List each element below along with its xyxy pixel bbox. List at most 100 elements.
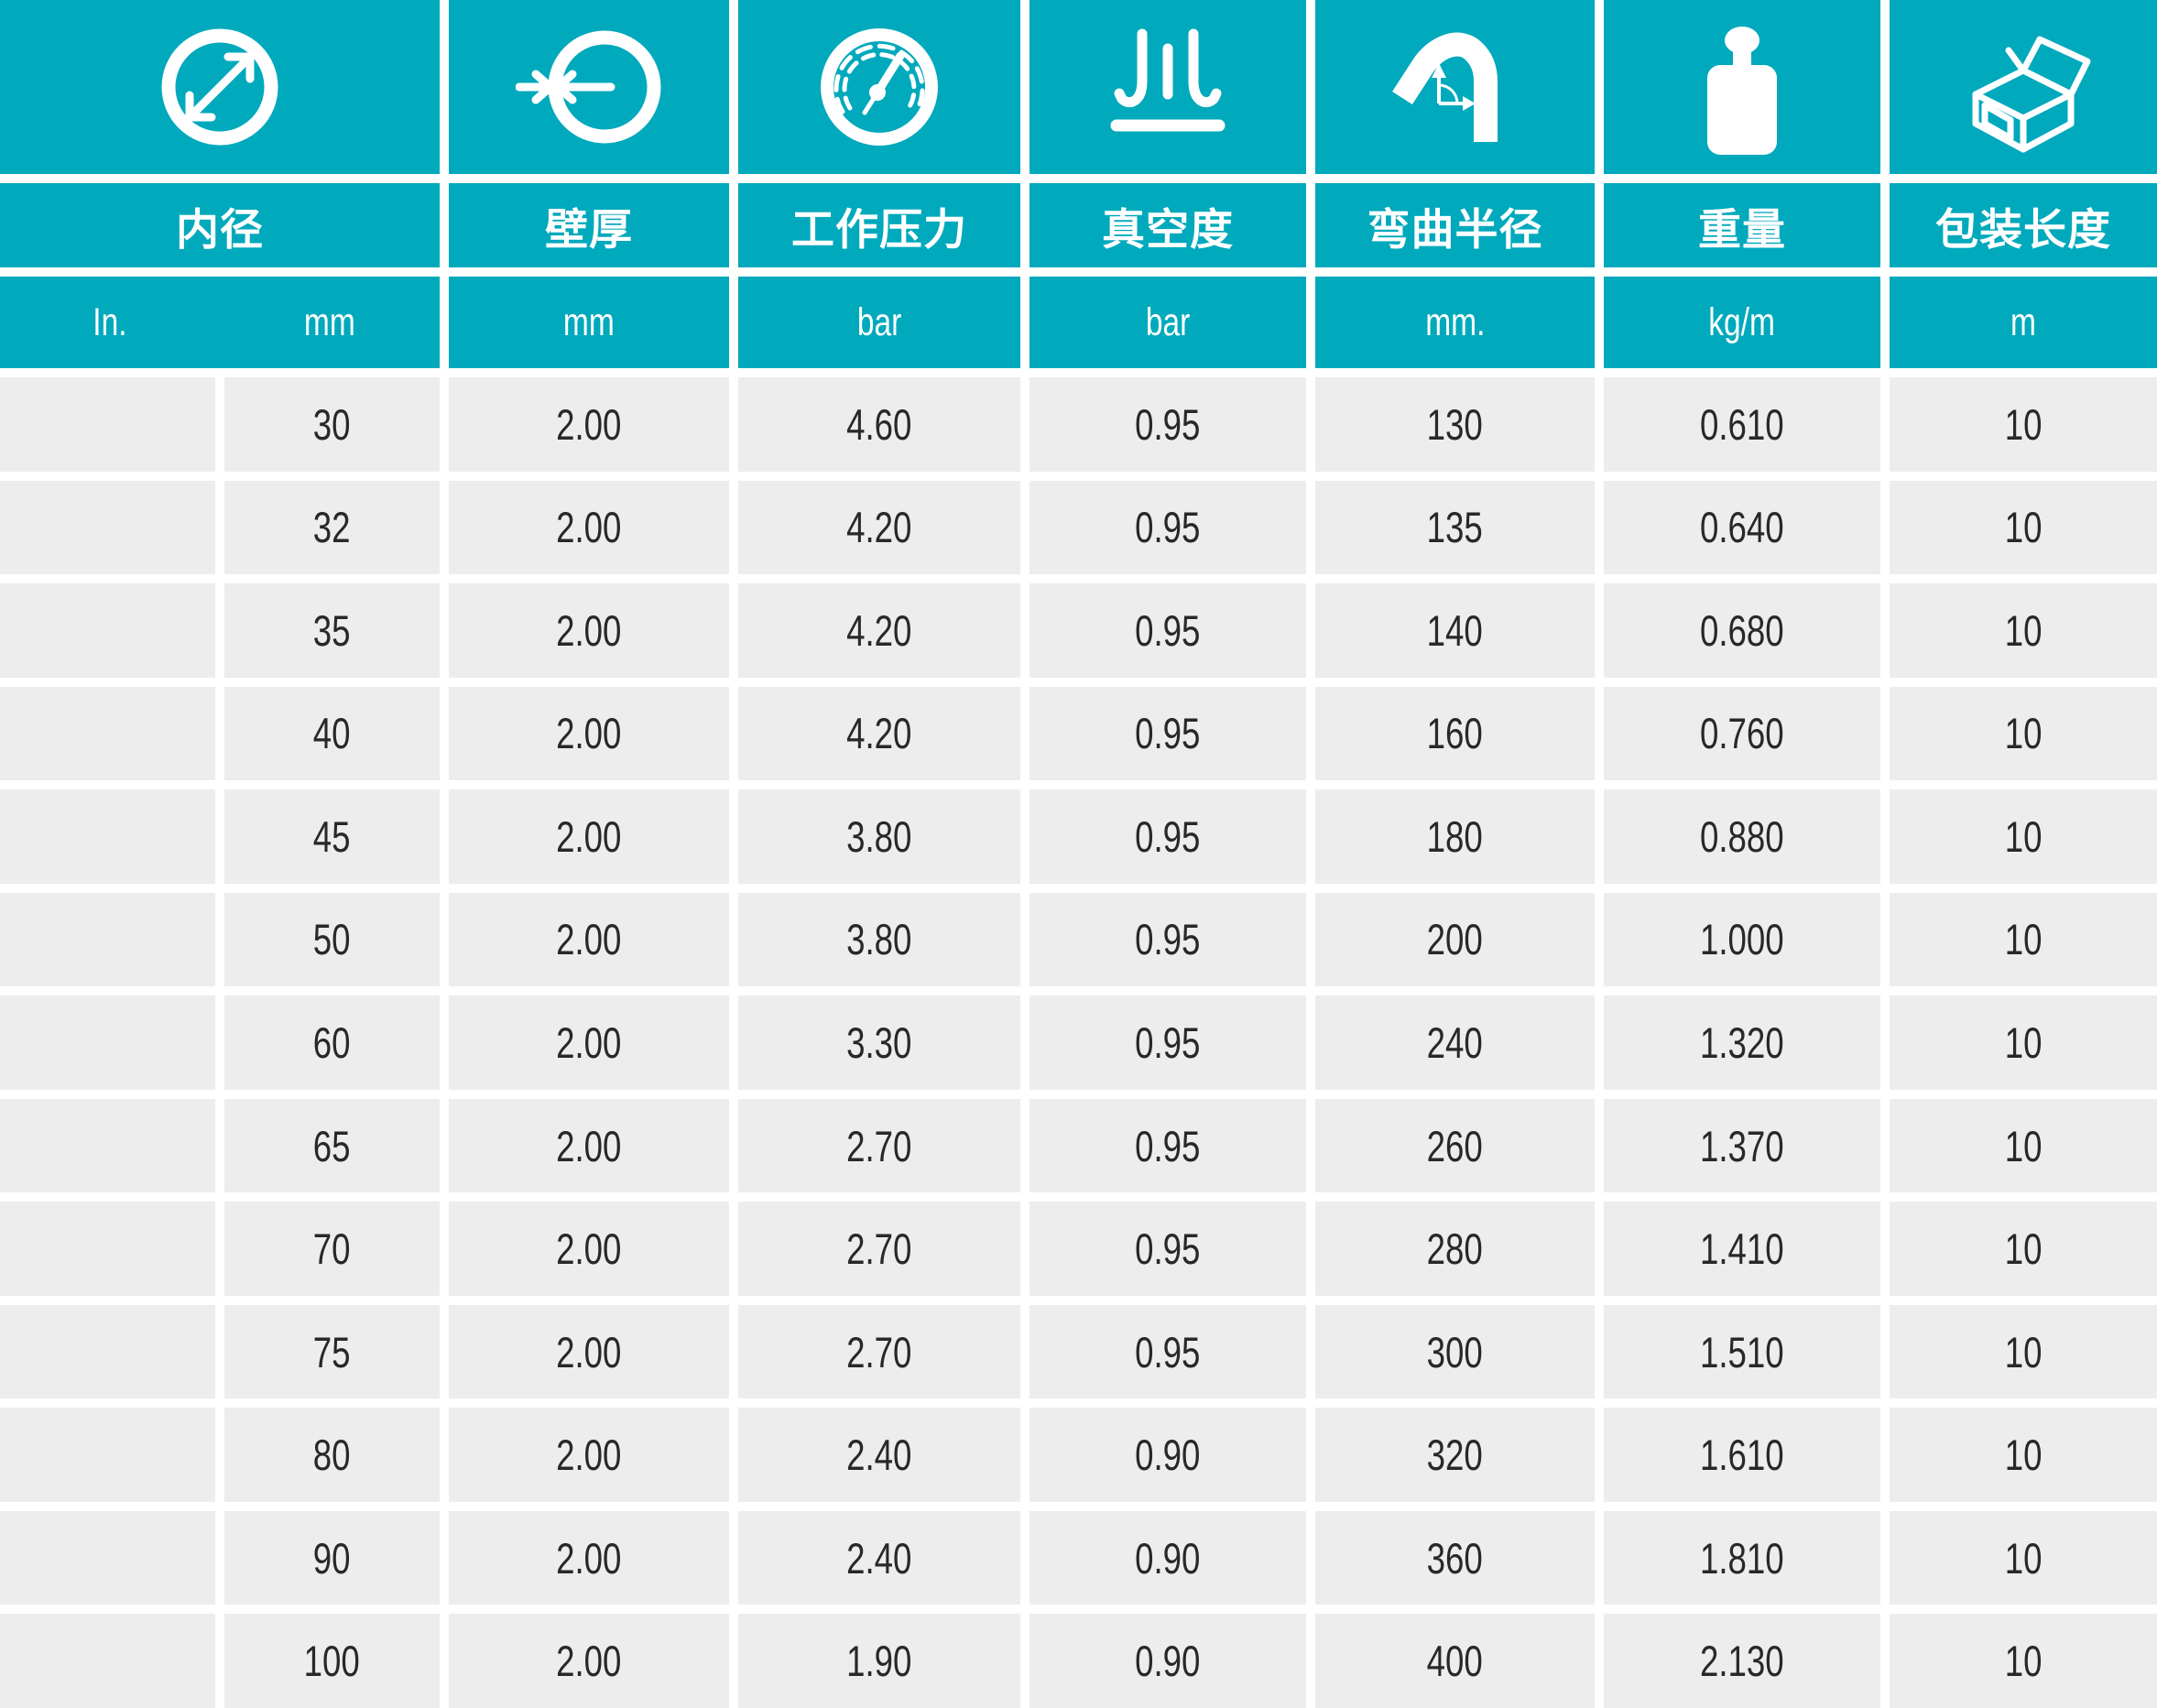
cell-working-pressure: 4.60 — [738, 377, 1020, 472]
cell-bend-radius: 400 — [1315, 1614, 1595, 1708]
cell-vacuum-degree: 0.95 — [1029, 789, 1306, 884]
column-label-bend-radius: 弯曲半径 — [1315, 183, 1595, 267]
column-label-weight: 重量 — [1604, 183, 1880, 267]
column-label-text: 真空度 — [1102, 204, 1234, 254]
cell-inner-diameter-mm: 32 — [224, 480, 440, 575]
cell-vacuum-degree: 0.95 — [1029, 686, 1306, 781]
column-label-packing-length: 包装长度 — [1890, 183, 2157, 267]
cell-inner-diameter-mm: 35 — [224, 583, 440, 678]
cell-bend-radius: 130 — [1315, 377, 1595, 472]
cell-packing-length: 10 — [1890, 1304, 2157, 1399]
weight-icon — [1707, 27, 1777, 155]
cell-working-pressure: 3.80 — [738, 892, 1020, 987]
cell-inner-diameter-mm: 90 — [224, 1510, 440, 1605]
cell-wall-thickness: 2.00 — [449, 480, 729, 575]
cell-vacuum-degree: 0.95 — [1029, 377, 1306, 472]
cell-inner-diameter-in — [0, 1304, 215, 1399]
cell-bend-radius: 260 — [1315, 1098, 1595, 1193]
cell-bend-radius: 240 — [1315, 995, 1595, 1090]
cell-bend-radius: 320 — [1315, 1408, 1595, 1502]
cell-packing-length: 10 — [1890, 686, 2157, 781]
cell-inner-diameter-in — [0, 583, 215, 678]
cell-packing-length: 10 — [1890, 583, 2157, 678]
cell-packing-length: 10 — [1890, 1202, 2157, 1296]
pressure-gauge-icon — [821, 28, 938, 146]
cell-vacuum-degree: 0.95 — [1029, 1304, 1306, 1399]
cell-weight: 1.320 — [1604, 995, 1880, 1090]
cell-inner-diameter-in — [0, 995, 215, 1090]
cell-bend-radius: 135 — [1315, 480, 1595, 575]
cell-packing-length: 10 — [1890, 377, 2157, 472]
cell-wall-thickness: 2.00 — [449, 377, 729, 472]
cell-bend-radius: 360 — [1315, 1510, 1595, 1605]
cell-wall-thickness: 2.00 — [449, 1098, 729, 1193]
cell-vacuum-degree: 0.90 — [1029, 1510, 1306, 1605]
column-icon-cell-weight — [1604, 0, 1880, 174]
column-label-text: 内径 — [176, 204, 264, 254]
cell-wall-thickness: 2.00 — [449, 1202, 729, 1296]
cell-working-pressure: 1.90 — [738, 1614, 1020, 1708]
cell-weight: 1.810 — [1604, 1510, 1880, 1605]
cell-packing-length: 10 — [1890, 1408, 2157, 1502]
column-icon-cell-bend-radius — [1315, 0, 1595, 174]
column-icon-cell-packing-length — [1890, 0, 2157, 174]
column-unit-inner-diameter: In. mm — [0, 277, 440, 368]
cell-working-pressure: 3.30 — [738, 995, 1020, 1090]
column-icon-cell-vacuum-degree — [1029, 0, 1306, 174]
unit-mm: mm — [304, 299, 355, 344]
cell-weight: 1.410 — [1604, 1202, 1880, 1296]
cell-working-pressure: 2.40 — [738, 1408, 1020, 1502]
cell-weight: 2.130 — [1604, 1614, 1880, 1708]
cell-wall-thickness: 2.00 — [449, 892, 729, 987]
cell-weight: 1.370 — [1604, 1098, 1880, 1193]
cell-inner-diameter-in — [0, 377, 215, 472]
column-label-text: 弯曲半径 — [1367, 204, 1543, 254]
cell-inner-diameter-in — [0, 1510, 215, 1605]
cell-weight: 0.680 — [1604, 583, 1880, 678]
cell-bend-radius: 160 — [1315, 686, 1595, 781]
column-unit-weight: kg/m — [1604, 277, 1880, 368]
cell-working-pressure: 2.40 — [738, 1510, 1020, 1605]
column-label-text: 壁厚 — [545, 204, 633, 254]
column-unit-working-pressure: bar — [738, 277, 1020, 368]
cell-inner-diameter-mm: 50 — [224, 892, 440, 987]
cell-bend-radius: 200 — [1315, 892, 1595, 987]
cell-wall-thickness: 2.00 — [449, 1614, 729, 1708]
cell-inner-diameter-mm: 70 — [224, 1202, 440, 1296]
unit-inches: In. — [93, 299, 127, 344]
cell-working-pressure: 4.20 — [738, 480, 1020, 575]
cell-wall-thickness: 2.00 — [449, 686, 729, 781]
column-label-wall-thickness: 壁厚 — [449, 183, 729, 267]
cell-working-pressure: 4.20 — [738, 583, 1020, 678]
cell-inner-diameter-mm: 75 — [224, 1304, 440, 1399]
cell-vacuum-degree: 0.95 — [1029, 1098, 1306, 1193]
cell-wall-thickness: 2.00 — [449, 1510, 729, 1605]
cell-inner-diameter-mm: 100 — [224, 1614, 440, 1708]
cell-vacuum-degree: 0.95 — [1029, 892, 1306, 987]
cell-packing-length: 10 — [1890, 1510, 2157, 1605]
cell-bend-radius: 280 — [1315, 1202, 1595, 1296]
cell-vacuum-degree: 0.90 — [1029, 1614, 1306, 1708]
cell-vacuum-degree: 0.95 — [1029, 995, 1306, 1090]
cell-bend-radius: 140 — [1315, 583, 1595, 678]
cell-vacuum-degree: 0.95 — [1029, 480, 1306, 575]
cell-packing-length: 10 — [1890, 892, 2157, 987]
cell-bend-radius: 180 — [1315, 789, 1595, 884]
column-label-text: 工作压力 — [791, 204, 967, 254]
cell-working-pressure: 2.70 — [738, 1098, 1020, 1193]
cell-working-pressure: 3.80 — [738, 789, 1020, 884]
cell-vacuum-degree: 0.95 — [1029, 583, 1306, 678]
cell-inner-diameter-in — [0, 1098, 215, 1193]
cell-inner-diameter-in — [0, 686, 215, 781]
cell-wall-thickness: 2.00 — [449, 789, 729, 884]
cell-wall-thickness: 2.00 — [449, 1408, 729, 1502]
column-icon-cell-wall-thickness — [449, 0, 729, 174]
cell-working-pressure: 4.20 — [738, 686, 1020, 781]
column-label-text: 重量 — [1698, 204, 1786, 254]
cell-inner-diameter-in — [0, 789, 215, 884]
cell-inner-diameter-in — [0, 892, 215, 987]
cell-weight: 1.000 — [1604, 892, 1880, 987]
cell-packing-length: 10 — [1890, 995, 2157, 1090]
cell-inner-diameter-mm: 65 — [224, 1098, 440, 1193]
